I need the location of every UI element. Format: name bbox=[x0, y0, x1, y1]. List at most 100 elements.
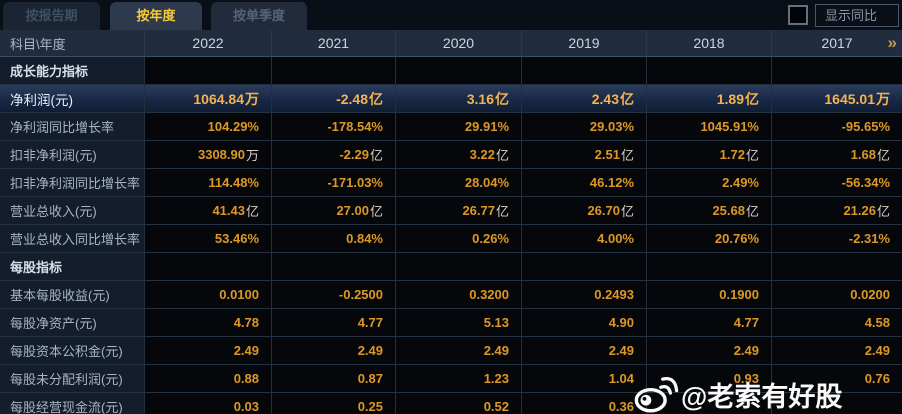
value-cell: 3308.90 万 bbox=[145, 141, 272, 168]
value-cell: 0.84% bbox=[272, 225, 396, 252]
value-cell bbox=[647, 393, 772, 414]
year-column-header[interactable]: 2022 bbox=[145, 30, 272, 56]
row-label: 每股指标 bbox=[0, 253, 145, 280]
value-cell: -0.2500 bbox=[272, 281, 396, 308]
value-cell: 29.91% bbox=[396, 113, 522, 140]
show-yoy-checkbox[interactable] bbox=[788, 5, 808, 25]
watermark: @老索有好股 bbox=[633, 374, 842, 414]
value-cell: -171.03% bbox=[272, 169, 396, 196]
value-cell bbox=[772, 393, 902, 414]
year-label: 2022 bbox=[192, 35, 224, 51]
value-cell: 46.12% bbox=[522, 169, 647, 196]
value-cell: 41.43 亿 bbox=[145, 197, 272, 224]
year-label: 2021 bbox=[317, 35, 350, 51]
value-cell: 0.0100 bbox=[145, 281, 272, 308]
value-cell: 25.68 亿 bbox=[647, 197, 772, 224]
value-cell bbox=[647, 57, 772, 84]
tab-by-quarter[interactable]: 按单季度 bbox=[211, 2, 307, 30]
value-cell bbox=[396, 57, 522, 84]
watermark-text: @老索有好股 bbox=[681, 381, 843, 412]
value-cell: 53.46% bbox=[145, 225, 272, 252]
section-row: 每股指标 bbox=[0, 253, 902, 281]
value-cell: 1064.84 万 bbox=[145, 85, 272, 112]
table-row: 每股资本公积金(元) 2.49 2.49 2.49 2.49 2.49 2.49 bbox=[0, 337, 902, 365]
tab-by-report-period[interactable]: 按报告期 bbox=[3, 2, 100, 30]
value-cell: 0.76 bbox=[772, 365, 902, 392]
financial-table: 科目\年度 2022 2021 2020 2019 2018 2017 » 成长能力指标 净利润(… bbox=[0, 30, 902, 414]
value-cell: 4.58 bbox=[772, 309, 902, 336]
value-cell: 29.03% bbox=[522, 113, 647, 140]
year-column-header[interactable]: 2017 » bbox=[772, 30, 902, 56]
value-cell: 1045.91% bbox=[647, 113, 772, 140]
year-column-header[interactable]: 2019 bbox=[522, 30, 647, 56]
value-cell: 0.87 bbox=[272, 365, 396, 392]
value-cell: 1.89 亿 bbox=[647, 85, 772, 112]
value-cell: 0.03 bbox=[145, 393, 272, 414]
year-column-header[interactable]: 2018 bbox=[647, 30, 772, 56]
table-row: 扣非净利润(元) 3308.90 万 -2.29 亿 3.22 亿 2.51 亿 1.72 亿 1.6… bbox=[0, 141, 902, 169]
value-cell: 0.36 bbox=[522, 393, 647, 414]
table-row: 每股经营现金流(元) 0.03 0.25 0.52 0.36 bbox=[0, 393, 902, 414]
show-yoy-label[interactable]: 显示同比 bbox=[815, 4, 899, 27]
value-cell: 2.49% bbox=[647, 169, 772, 196]
year-column-header[interactable]: 2020 bbox=[396, 30, 522, 56]
value-cell bbox=[647, 253, 772, 280]
year-label: 2020 bbox=[442, 35, 475, 51]
value-cell: 0.25 bbox=[272, 393, 396, 414]
row-label: 每股净资产(元) bbox=[0, 309, 145, 336]
value-cell: 1.72 亿 bbox=[647, 141, 772, 168]
row-label: 扣非净利润(元) bbox=[0, 141, 145, 168]
value-cell: 4.90 bbox=[522, 309, 647, 336]
year-label: 2017 bbox=[821, 35, 853, 51]
value-cell: 2.49 bbox=[647, 337, 772, 364]
value-cell: -2.29 亿 bbox=[272, 141, 396, 168]
value-cell: 0.88 bbox=[145, 365, 272, 392]
table-row: 净利润(元) 1064.84 万 -2.48 亿 3.16 亿 2.43 亿 1.89 亿 1645.… bbox=[0, 85, 902, 113]
row-label: 净利润同比增长率 bbox=[0, 113, 145, 140]
value-cell: -178.54% bbox=[272, 113, 396, 140]
tab-by-year[interactable]: 按年度 bbox=[110, 2, 202, 30]
more-years-icon[interactable]: » bbox=[887, 33, 898, 52]
table-row: 营业总收入(元) 41.43 亿 27.00 亿 26.77 亿 26.70 亿 25.68 亿 21… bbox=[0, 197, 902, 225]
value-cell: -2.48 亿 bbox=[272, 85, 396, 112]
table-row: 营业总收入同比增长率 53.46% 0.84% 0.26% 4.00% 20.76% -2.… bbox=[0, 225, 902, 253]
year-column-header[interactable]: 2021 bbox=[272, 30, 396, 56]
table-header-row: 科目\年度 2022 2021 2020 2019 2018 2017 » bbox=[0, 30, 902, 57]
value-cell: -95.65% bbox=[772, 113, 902, 140]
row-label: 基本每股收益(元) bbox=[0, 281, 145, 308]
value-cell: 0.3200 bbox=[396, 281, 522, 308]
year-label: 2018 bbox=[693, 35, 725, 51]
table-row: 净利润同比增长率 104.29% -178.54% 29.91% 29.03% 1045.… bbox=[0, 113, 902, 141]
value-cell: 2.49 bbox=[772, 337, 902, 364]
row-label: 营业总收入同比增长率 bbox=[0, 225, 145, 252]
value-cell: 2.49 bbox=[396, 337, 522, 364]
tab-bar: 按报告期 按年度 按单季度 bbox=[0, 0, 902, 30]
row-label: 每股资本公积金(元) bbox=[0, 337, 145, 364]
value-cell: 1.68 亿 bbox=[772, 141, 902, 168]
row-label: 净利润(元) bbox=[0, 85, 145, 112]
value-cell bbox=[522, 253, 647, 280]
value-cell bbox=[396, 253, 522, 280]
row-label: 每股经营现金流(元) bbox=[0, 393, 145, 414]
value-cell: 26.77 亿 bbox=[396, 197, 522, 224]
value-cell bbox=[772, 253, 902, 280]
row-label: 每股未分配利润(元) bbox=[0, 365, 145, 392]
value-cell: 5.13 bbox=[396, 309, 522, 336]
value-cell: 0.26% bbox=[396, 225, 522, 252]
value-cell: -56.34% bbox=[772, 169, 902, 196]
value-cell: 104.29% bbox=[145, 113, 272, 140]
value-cell bbox=[772, 57, 902, 84]
value-cell: 2.51 亿 bbox=[522, 141, 647, 168]
year-label: 2019 bbox=[568, 35, 600, 51]
value-cell: 2.49 bbox=[145, 337, 272, 364]
value-cell: 26.70 亿 bbox=[522, 197, 647, 224]
value-cell bbox=[522, 57, 647, 84]
table-row: 基本每股收益(元) 0.0100 -0.2500 0.3200 0.2493 0.1900… bbox=[0, 281, 902, 309]
value-cell: 4.77 bbox=[647, 309, 772, 336]
value-cell: 27.00 亿 bbox=[272, 197, 396, 224]
value-cell: 3.16 亿 bbox=[396, 85, 522, 112]
value-cell: 2.49 bbox=[522, 337, 647, 364]
corner-label: 科目\年度 bbox=[0, 30, 145, 56]
value-cell: 3.22 亿 bbox=[396, 141, 522, 168]
value-cell: 4.00% bbox=[522, 225, 647, 252]
